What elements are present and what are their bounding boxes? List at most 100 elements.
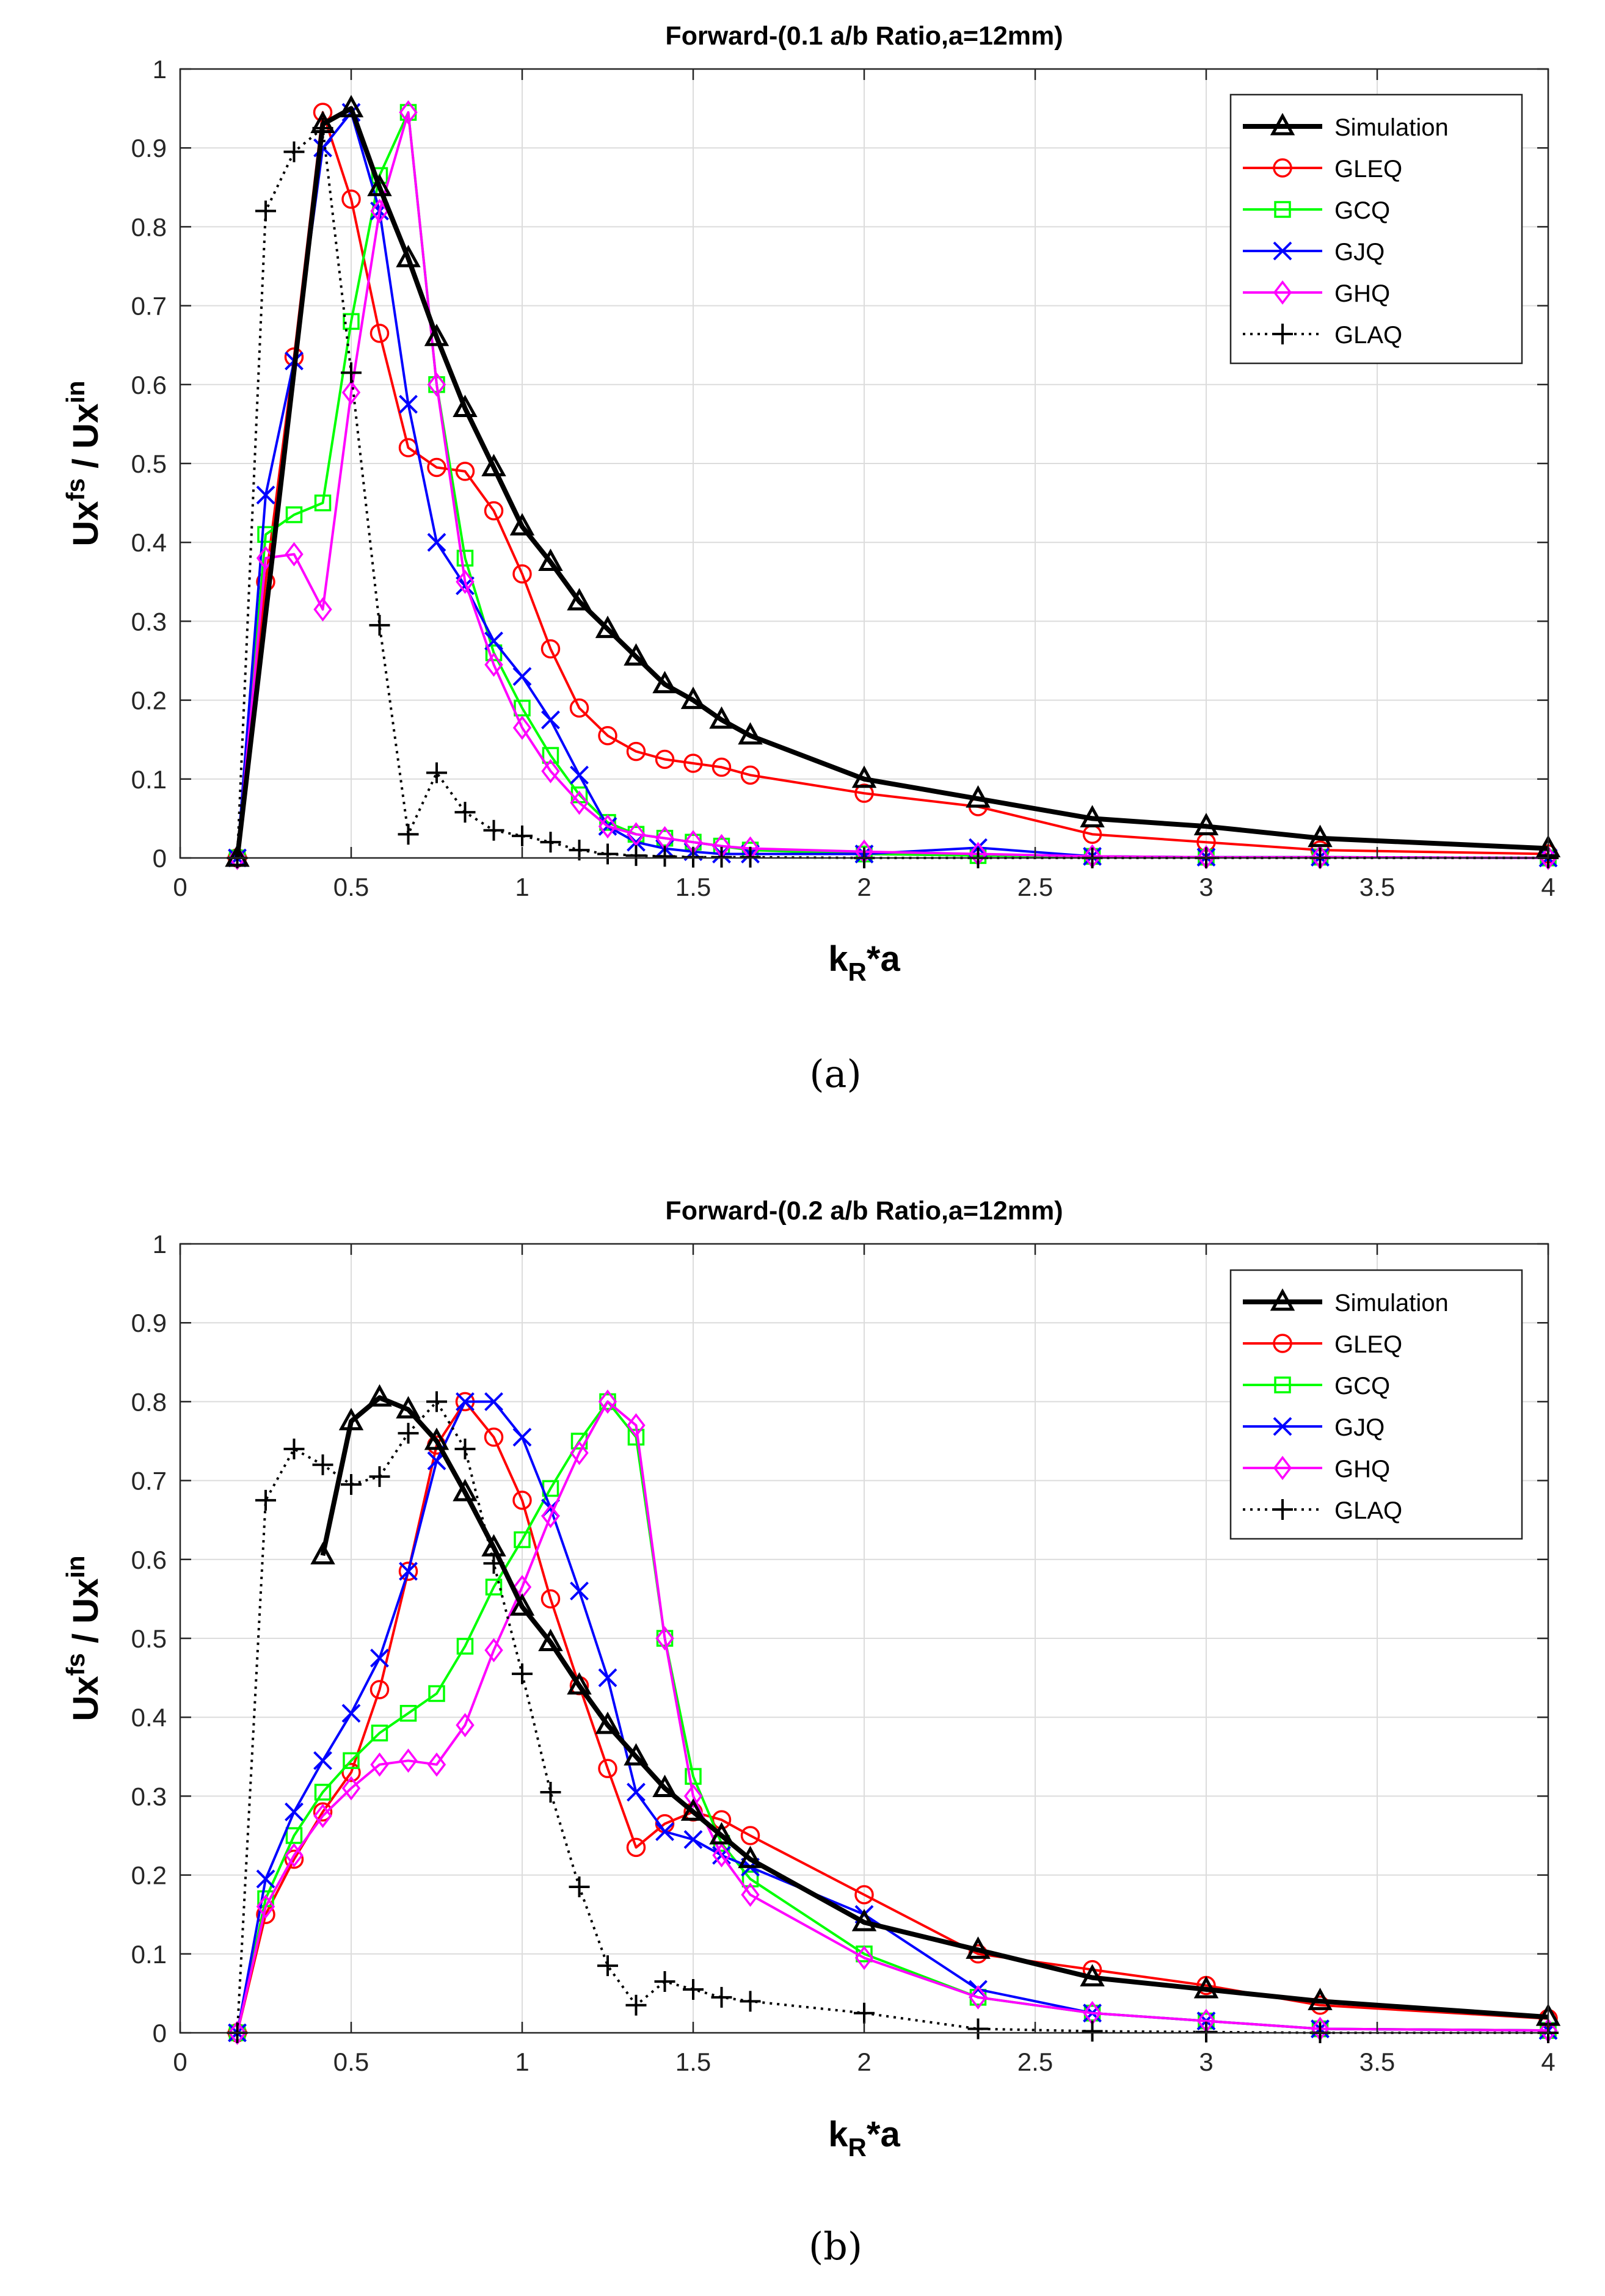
data-point-gleq [626, 741, 646, 761]
data-point-gleq [369, 1680, 390, 1699]
data-point-simulation [966, 1936, 991, 1959]
data-point-simulation [367, 1384, 392, 1407]
x-tick-label: 2.5 [1017, 873, 1053, 901]
chart-b-series [227, 1384, 1561, 2045]
data-point-gleq [626, 1837, 646, 1858]
x-tick-label: 0.5 [333, 2047, 369, 2076]
legend-marker-simulation [1270, 112, 1295, 136]
data-point-gleq [341, 189, 361, 209]
data-point-ghq [484, 1638, 503, 1663]
data-point-ghq [541, 758, 560, 783]
data-point-ghq [341, 380, 361, 405]
data-point-gleq [740, 1826, 760, 1845]
y-tick-label: 0.8 [131, 1387, 167, 1416]
data-point-gleq [398, 1561, 418, 1581]
data-point-glaq [255, 200, 276, 222]
data-point-glaq [341, 1474, 362, 1495]
y-tick-label: 1 [153, 1230, 167, 1259]
data-point-simulation [538, 548, 563, 571]
legend-label-simulation: Simulation [1334, 114, 1449, 141]
legend-label-gjq: GJQ [1334, 239, 1385, 266]
x-tick-label: 1 [515, 873, 529, 901]
legend-marker-glaq [1272, 1499, 1293, 1520]
legend-item-gjq: GJQ [1243, 1414, 1385, 1441]
data-point-gleq [854, 1885, 874, 1905]
data-point-ghq [484, 652, 503, 677]
y-tick-label: 0.1 [131, 765, 167, 794]
data-point-simulation [966, 785, 991, 808]
chart-b-legend-box [1229, 1269, 1523, 1540]
x-tick-label: 4 [1541, 873, 1555, 901]
data-point-ghq [341, 1776, 361, 1801]
chart-a-caption: (a) [809, 1052, 861, 1096]
data-point-gcq [456, 1638, 474, 1655]
data-point-gleq [341, 1762, 361, 1782]
data-point-ghq [313, 597, 332, 622]
data-point-simulation [481, 454, 506, 476]
data-point-gjq [484, 1392, 503, 1411]
data-point-simulation [851, 1908, 877, 1931]
data-point-ghq [285, 542, 304, 567]
x-tick-label: 1.5 [675, 873, 711, 901]
y-tick-label: 0.2 [131, 686, 167, 715]
data-point-gjq [541, 710, 560, 730]
legend-marker-glaq [1272, 324, 1293, 344]
data-point-simulation [310, 111, 335, 133]
data-point-simulation [396, 1396, 421, 1419]
data-point-simulation [595, 616, 621, 638]
chart-b-title: Forward-(0.2 a/b Ratio,a=12mm) [665, 1196, 1063, 1226]
data-point-glaq [683, 1978, 704, 2000]
data-point-glaq [283, 1438, 305, 1459]
data-point-simulation [481, 1534, 506, 1557]
data-point-glaq [597, 1955, 618, 1977]
data-point-simulation [424, 1427, 449, 1450]
x-tick-label: 3 [1199, 873, 1213, 901]
data-point-gcq [371, 1724, 388, 1742]
data-point-ghq [683, 1784, 703, 1809]
legend-marker-gcq [1274, 201, 1291, 218]
data-point-gcq [514, 1531, 531, 1549]
legend-label-ghq: GHQ [1334, 280, 1390, 307]
legend-marker-gjq [1273, 241, 1292, 261]
x-tick-label: 0 [173, 2047, 187, 2076]
data-point-glaq [1082, 2021, 1103, 2042]
data-point-gjq [456, 1392, 475, 1411]
data-point-simulation [538, 1629, 563, 1651]
chart-a-tick-labels: 0 0.5 1 1.5 2 2.5 3 3.5 4 0 0.1 0.2 0.3 0.4 0.5 0.6 0.7 0… [131, 55, 1556, 901]
data-point-glaq [967, 2018, 989, 2040]
y-tick-label: 0.4 [131, 528, 167, 557]
data-point-simulation [509, 513, 535, 536]
legend-item-gleq: GLEQ [1243, 1331, 1402, 1358]
y-tick-label: 0.3 [131, 1782, 167, 1811]
data-point-gleq [540, 639, 561, 659]
chart-a-x-axis-label: kR*a [828, 939, 900, 986]
data-point-gleq [256, 572, 275, 592]
data-point-ghq [313, 1803, 332, 1828]
data-point-glaq [512, 825, 533, 846]
data-point-simulation [338, 95, 364, 118]
legend-item-glaq: GLAQ [1243, 1497, 1402, 1524]
y-tick-label: 0.3 [131, 607, 167, 636]
data-point-glaq [740, 1991, 761, 2012]
data-point-gleq [427, 457, 446, 478]
data-point-simulation [1193, 1975, 1219, 1999]
data-point-simulation [310, 1542, 335, 1564]
data-point-glaq [454, 802, 476, 823]
data-point-gleq [712, 757, 732, 777]
y-tick-label: 0 [153, 2019, 167, 2047]
data-point-ghq [570, 1440, 589, 1466]
data-point-simulation [738, 722, 763, 745]
legend-label-gjq: GJQ [1334, 1414, 1385, 1441]
legend-item-gjq: GJQ [1243, 239, 1385, 266]
data-point-ghq [456, 569, 475, 594]
data-point-ghq [712, 1843, 731, 1868]
data-point-gcq [514, 699, 531, 717]
data-point-glaq [255, 1489, 276, 1511]
x-tick-label: 1 [515, 2047, 529, 2076]
legend-marker-simulation [1270, 1288, 1295, 1311]
x-tick-label: 4 [1541, 2047, 1555, 2076]
data-point-simulation [1080, 1964, 1105, 1987]
data-point-ghq [741, 1883, 760, 1907]
legend-item-ghq: GHQ [1243, 1456, 1390, 1483]
data-point-glaq [625, 1994, 647, 2016]
